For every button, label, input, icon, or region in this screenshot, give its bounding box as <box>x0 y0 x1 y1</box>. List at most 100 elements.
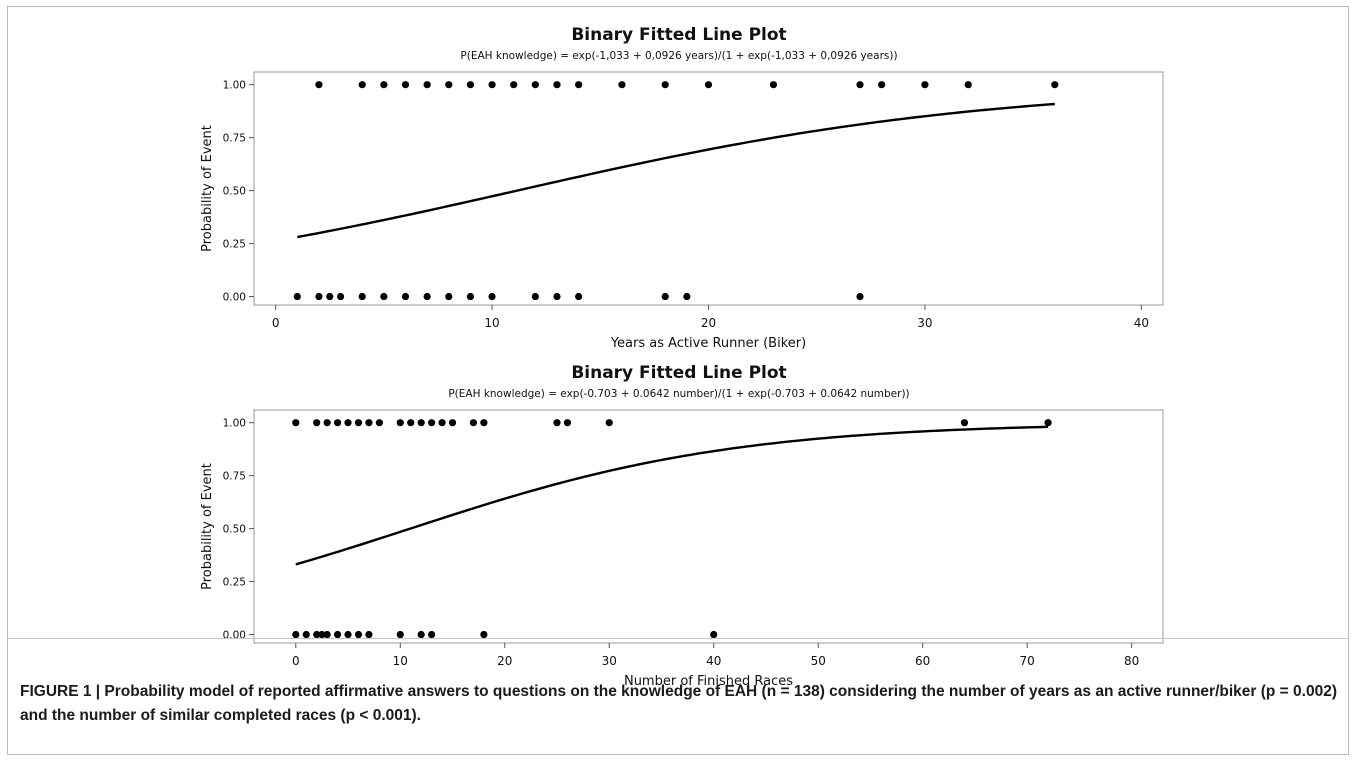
chart-subtitle: P(EAH knowledge) = exp(-1,033 + 0,0926 y… <box>460 50 897 62</box>
x-tick-label: 0 <box>272 316 280 330</box>
x-tick-label: 70 <box>1020 654 1035 668</box>
data-point-event <box>964 81 972 89</box>
data-point-no-event <box>302 630 310 639</box>
x-axis-label: Years as Active Runner (Biker) <box>610 336 806 350</box>
data-point-no-event <box>323 630 331 639</box>
y-tick-label: 0.25 <box>223 577 246 589</box>
data-point-no-event <box>417 630 425 639</box>
data-point-event <box>428 419 436 427</box>
data-point-no-event <box>293 292 301 301</box>
data-point-event <box>313 419 321 427</box>
data-point-no-event <box>313 630 321 639</box>
y-tick-label: 0.50 <box>223 186 246 198</box>
data-point-no-event <box>488 292 496 301</box>
chart-years-active: Binary Fitted Line Plot P(EAH knowledge) … <box>200 25 1164 350</box>
data-point-event <box>445 81 453 89</box>
data-point-event <box>396 419 404 427</box>
data-point-event <box>856 81 864 89</box>
data-point-no-event <box>292 630 300 639</box>
data-point-no-event <box>710 630 718 639</box>
data-point-event <box>333 419 342 427</box>
data-point-no-event <box>445 292 453 301</box>
data-point-event <box>344 419 352 427</box>
data-point-no-event <box>401 292 410 301</box>
x-tick-label: 50 <box>811 654 826 668</box>
data-point-event <box>480 419 488 427</box>
data-point-event <box>292 419 300 427</box>
data-point-event <box>878 81 886 89</box>
data-point-event <box>354 419 363 427</box>
data-point-no-event <box>428 630 436 639</box>
chart-subtitle: P(EAH knowledge) = exp(-0.703 + 0.0642 n… <box>448 388 909 400</box>
data-point-no-event <box>480 630 488 639</box>
x-tick-label: 40 <box>706 654 721 668</box>
data-point-event <box>315 81 323 89</box>
x-tick-label: 20 <box>701 316 716 330</box>
plot-area <box>253 409 1164 644</box>
y-tick-label: 0.50 <box>223 524 246 536</box>
chart-title: Binary Fitted Line Plot <box>571 25 786 45</box>
y-tick-label: 0.25 <box>223 239 246 251</box>
data-point-event <box>553 81 561 89</box>
data-point-event <box>365 419 373 427</box>
data-point-no-event <box>365 630 373 639</box>
x-axis-label: Number of Finished Races <box>624 674 793 688</box>
data-point-event <box>661 81 669 89</box>
caption-divider <box>8 638 1348 639</box>
data-point-event <box>531 81 539 89</box>
data-point-no-event <box>344 630 352 639</box>
data-point-no-event <box>358 292 366 301</box>
data-point-no-event <box>423 292 431 301</box>
y-axis-label: Probability of Event <box>200 125 215 252</box>
x-tick-label: 0 <box>292 654 300 668</box>
data-point-event <box>423 81 431 89</box>
data-point-event <box>1044 419 1052 427</box>
data-point-no-event <box>326 292 334 301</box>
data-point-no-event <box>315 292 323 301</box>
data-point-event <box>466 81 475 89</box>
x-tick-label: 10 <box>484 316 499 330</box>
data-point-event <box>323 419 331 427</box>
data-point-no-event <box>336 292 345 301</box>
data-point-event <box>1051 81 1059 89</box>
data-point-no-event <box>553 292 561 301</box>
data-point-event <box>605 419 613 427</box>
data-point-no-event <box>531 292 539 301</box>
data-point-no-event <box>354 630 363 639</box>
x-tick-label: 30 <box>917 316 932 330</box>
y-tick-label: 0.00 <box>223 630 246 642</box>
data-point-event <box>563 419 572 427</box>
figure-frame <box>7 6 1349 755</box>
data-point-event <box>960 419 969 427</box>
y-axis-label: Probability of Event <box>200 463 215 590</box>
y-tick-label: 0.75 <box>223 471 246 483</box>
data-point-event <box>469 419 478 427</box>
data-point-event <box>618 81 626 89</box>
x-tick-label: 80 <box>1124 654 1139 668</box>
x-tick-label: 30 <box>602 654 617 668</box>
data-point-no-event <box>683 292 691 301</box>
data-point-event <box>553 419 561 427</box>
data-point-no-event <box>380 292 388 301</box>
data-point-event <box>401 81 410 89</box>
data-point-event <box>380 81 388 89</box>
data-point-event <box>375 419 383 427</box>
y-tick-label: 1.00 <box>223 418 246 430</box>
fitted-line <box>295 425 1049 566</box>
data-point-event <box>358 81 366 89</box>
data-point-no-event <box>333 630 342 639</box>
data-point-no-event <box>396 630 404 639</box>
x-tick-label: 10 <box>393 654 408 668</box>
x-tick-label: 20 <box>497 654 512 668</box>
data-point-event <box>488 81 496 89</box>
data-point-event <box>510 81 518 89</box>
y-tick-label: 0.75 <box>223 133 246 145</box>
y-tick-label: 0.00 <box>223 292 246 304</box>
data-point-event <box>769 81 778 89</box>
data-point-event <box>417 419 425 427</box>
data-point-no-event <box>575 292 583 301</box>
y-tick-label: 1.00 <box>223 80 246 92</box>
data-point-event <box>438 419 446 427</box>
figure-caption: FIGURE 1 | Probability model of reported… <box>20 683 1337 724</box>
x-tick-label: 60 <box>915 654 930 668</box>
